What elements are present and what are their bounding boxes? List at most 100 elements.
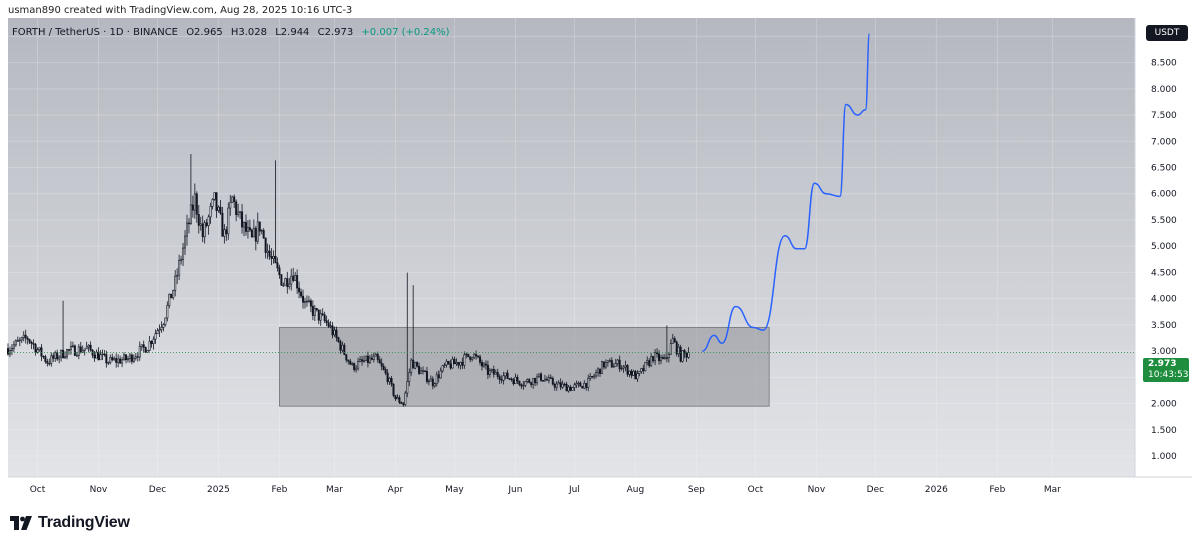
candle-body: [97, 351, 100, 361]
candle-body: [648, 360, 651, 366]
candle-body: [95, 351, 98, 359]
candle-body: [351, 363, 354, 365]
candle: [528, 377, 531, 384]
candle: [563, 382, 566, 387]
candle: [538, 373, 541, 378]
currency-unit-button[interactable]: USDT: [1146, 25, 1188, 41]
candle: [475, 350, 478, 360]
candle: [624, 360, 627, 372]
candle: [351, 362, 354, 366]
candle-body: [443, 364, 446, 366]
candle: [423, 370, 426, 373]
candle: [278, 264, 281, 279]
candle: [14, 339, 17, 347]
candle-body: [268, 250, 271, 257]
candle: [191, 195, 194, 218]
tradingview-brand[interactable]: TradingView: [10, 513, 130, 533]
candle-body: [475, 354, 478, 357]
candle-body: [79, 346, 82, 353]
candle: [518, 380, 521, 387]
candle: [543, 374, 546, 382]
candle: [612, 362, 615, 368]
candle: [156, 328, 159, 335]
candle-body: [471, 357, 474, 360]
candle-body: [559, 382, 562, 388]
candle-body: [44, 356, 47, 362]
candle: [136, 352, 139, 362]
candle-body: [170, 293, 173, 299]
candle: [142, 340, 145, 353]
candle-body: [303, 301, 306, 303]
candle-body: [508, 378, 511, 380]
time-tick-label: Aug: [627, 485, 645, 495]
candle-body: [449, 363, 452, 369]
candle: [614, 358, 617, 367]
candle: [223, 224, 226, 244]
candle: [465, 352, 468, 359]
candle: [386, 369, 389, 385]
candle-body: [380, 362, 383, 367]
candle-body: [83, 348, 86, 351]
candle-body: [142, 344, 145, 348]
candle-body: [172, 290, 175, 299]
candle: [132, 354, 135, 363]
price-tick-label: 7.000: [1151, 137, 1177, 147]
candle: [599, 368, 602, 377]
candle: [335, 326, 338, 342]
candle-body: [459, 361, 462, 366]
candle: [250, 228, 253, 239]
candle-body: [484, 363, 487, 366]
candle-body: [378, 359, 381, 364]
candle: [62, 300, 65, 359]
candle-body: [292, 275, 295, 281]
last-price-value: 2.973: [1148, 359, 1177, 369]
candle-body: [10, 348, 13, 351]
symbol-title[interactable]: FORTH / TetherUS · 1D · BINANCE: [12, 27, 178, 38]
candle: [95, 349, 98, 359]
candle-body: [496, 372, 499, 377]
candle-body: [500, 379, 503, 381]
candle: [610, 357, 613, 368]
candle: [128, 353, 131, 363]
candle-body: [579, 382, 582, 387]
candle: [353, 362, 356, 372]
candle: [459, 361, 462, 370]
price-chart[interactable]: 1.0001.5002.0002.5003.0003.5004.0004.500…: [0, 18, 1200, 500]
candle-body: [482, 363, 485, 367]
candle: [608, 358, 611, 363]
candle-body: [656, 352, 659, 355]
candle-body: [573, 384, 576, 388]
candle-body: [361, 359, 364, 362]
candle: [313, 305, 316, 322]
candle-body: [624, 365, 627, 368]
candle-body: [40, 347, 43, 357]
candle-body: [132, 357, 135, 362]
candle-body: [665, 357, 668, 359]
candle: [319, 309, 322, 326]
candle: [101, 349, 104, 361]
candle-body: [606, 360, 609, 363]
candle-body: [89, 344, 92, 351]
candle-body: [524, 381, 527, 386]
chart-area[interactable]: 1.0001.5002.0002.5003.0003.5004.0004.500…: [0, 18, 1200, 500]
candle-body: [50, 355, 53, 364]
candle-body: [587, 378, 590, 388]
time-tick-label: Oct: [30, 485, 46, 495]
candle: [522, 381, 525, 390]
price-axis-background: [1135, 18, 1192, 477]
candle-body: [105, 354, 108, 364]
candle-body: [217, 206, 220, 211]
candle-body: [305, 300, 308, 303]
candle: [457, 362, 460, 369]
candle-body: [201, 223, 204, 238]
time-tick-label: Jul: [568, 485, 580, 495]
candle: [134, 353, 137, 361]
candle-body: [250, 229, 253, 238]
candle: [414, 361, 417, 370]
candle: [327, 319, 330, 328]
candle: [508, 378, 511, 381]
candle-body: [577, 382, 580, 385]
candle: [225, 226, 228, 241]
candle-body: [571, 387, 574, 391]
candle-body: [32, 343, 35, 345]
